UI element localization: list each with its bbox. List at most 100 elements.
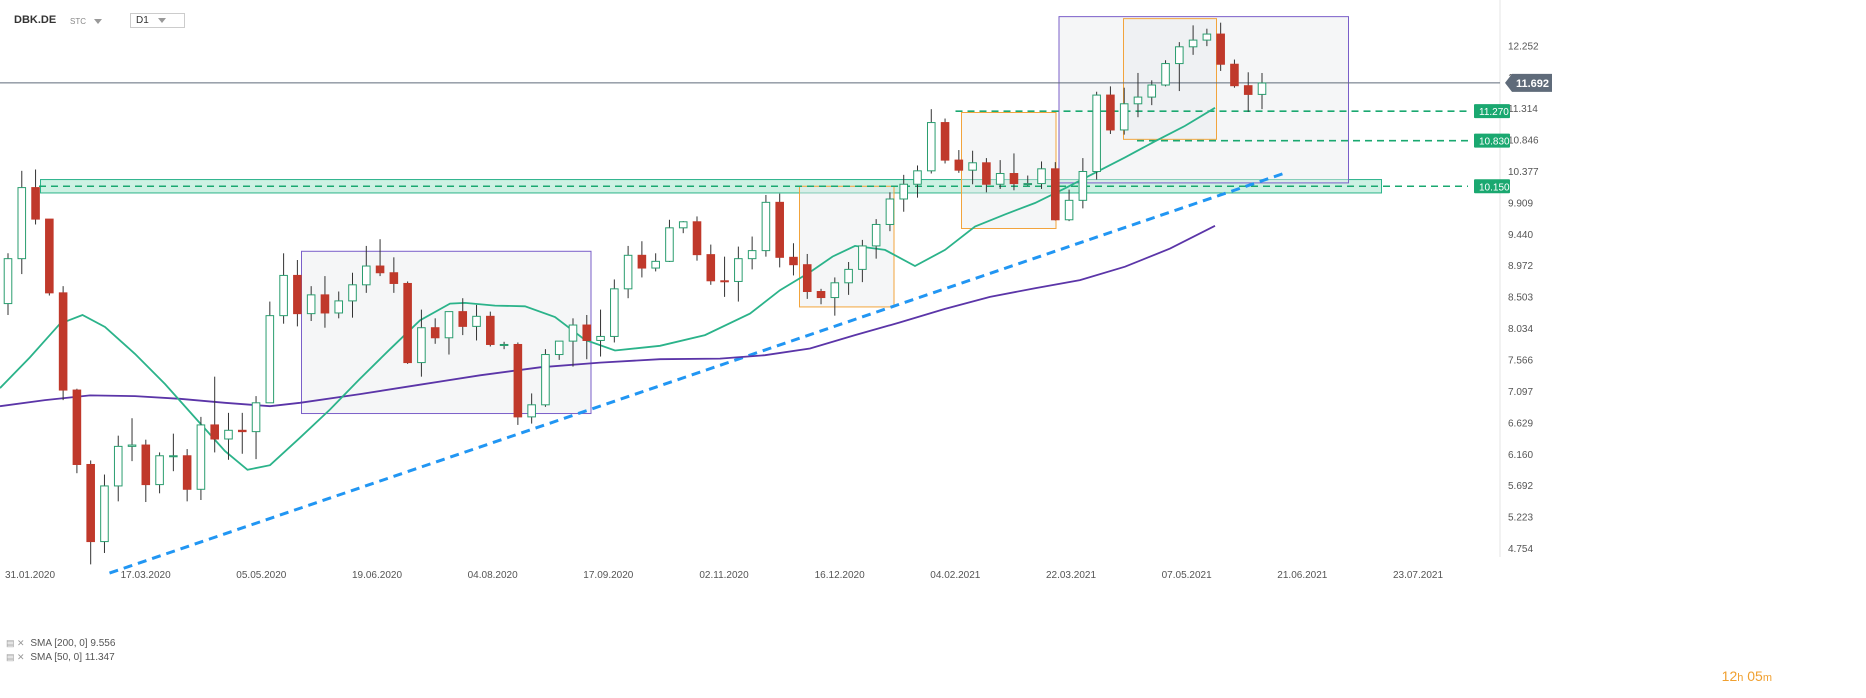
candle[interactable] [45,218,54,294]
candle[interactable] [1188,39,1198,48]
candle[interactable] [1243,85,1253,95]
candle[interactable] [1230,63,1239,87]
candle[interactable] [100,485,109,543]
candle[interactable] [692,221,702,256]
candle[interactable] [499,343,509,346]
data-source-label[interactable]: STC [70,17,103,26]
candle[interactable] [113,445,123,487]
candle[interactable] [1119,103,1129,131]
candle[interactable] [361,265,371,286]
candle[interactable] [17,187,27,260]
candle[interactable] [830,282,840,299]
candle[interactable] [926,122,936,172]
consolidation-box-orange[interactable] [1123,18,1217,140]
candle[interactable] [237,429,247,433]
ascending-trendline[interactable] [109,171,1286,575]
candle[interactable] [1023,183,1033,186]
level-badge[interactable] [1474,133,1510,148]
candle[interactable] [72,389,82,465]
candle[interactable] [1078,171,1088,201]
legend-sma200[interactable]: ▤ ✕ SMA [200, 0] 9.556 [6,638,115,649]
indicator-settings-icon[interactable]: ▤ ✕ [6,638,25,648]
candle[interactable] [1064,199,1074,221]
candle[interactable] [761,201,771,252]
candle[interactable] [858,245,867,270]
candle[interactable] [1161,63,1170,86]
candle[interactable] [1202,33,1212,41]
candle[interactable] [31,187,40,220]
candle[interactable] [182,455,192,490]
level-badge[interactable] [1474,104,1510,119]
candle[interactable] [472,315,481,327]
candle[interactable] [596,335,605,341]
candle[interactable] [1147,84,1157,98]
candle[interactable] [265,315,275,404]
candle[interactable] [734,258,743,282]
indicator-settings-icon[interactable]: ▤ ✕ [6,652,25,662]
candle[interactable] [1051,168,1060,221]
candle[interactable] [541,354,550,406]
candle[interactable] [513,343,523,418]
candle[interactable] [306,294,316,315]
candle[interactable] [458,311,468,327]
consolidation-box-orange[interactable] [799,185,895,308]
candle[interactable] [320,294,330,314]
candle[interactable] [527,404,536,418]
candle[interactable] [816,291,826,299]
candle[interactable] [127,444,137,447]
candle[interactable] [954,159,964,171]
candle[interactable] [623,254,633,290]
candle[interactable] [775,201,784,258]
candle[interactable] [982,162,991,185]
candle[interactable] [1009,173,1019,185]
last-price-badge[interactable] [1505,73,1552,92]
candle[interactable] [417,327,426,364]
candle[interactable] [1106,94,1115,131]
candle[interactable] [995,173,1005,185]
candle[interactable] [1175,46,1184,65]
candle[interactable] [348,284,357,302]
candle[interactable] [279,274,288,317]
candle[interactable] [210,424,219,440]
candle[interactable] [58,292,68,391]
candle[interactable] [1092,94,1101,173]
candle[interactable] [375,265,385,274]
candle[interactable] [444,311,454,339]
candle[interactable] [720,280,729,283]
candle[interactable] [224,429,233,440]
candle[interactable] [871,223,881,247]
candle[interactable] [582,324,592,341]
candle[interactable] [86,463,95,543]
candle[interactable] [899,183,909,200]
candle[interactable] [155,455,164,486]
candle[interactable] [554,340,564,356]
candle[interactable] [1216,33,1225,65]
candle[interactable] [802,264,812,293]
candle[interactable] [940,122,950,161]
candle[interactable] [293,274,302,315]
candle[interactable] [486,315,495,345]
candle[interactable] [1257,82,1267,95]
symbol-label[interactable]: DBK.DE [14,14,57,26]
timeframe-select[interactable]: D1 [130,13,185,28]
candle[interactable] [665,227,674,262]
candle[interactable] [968,162,977,171]
candle[interactable] [389,272,399,284]
candle[interactable] [1133,96,1143,105]
candle[interactable] [1037,168,1046,185]
candle[interactable] [334,300,344,314]
candle[interactable] [403,282,412,364]
candle[interactable] [678,221,688,229]
candle[interactable] [251,402,261,433]
candle[interactable] [747,250,757,260]
candle[interactable] [3,258,13,305]
sma-200-line[interactable] [0,224,1216,408]
candle[interactable] [196,424,206,490]
candle[interactable] [789,256,798,266]
legend-sma50[interactable]: ▤ ✕ SMA [50, 0] 11.347 [6,652,115,663]
candle[interactable] [885,198,895,225]
candle[interactable] [610,288,619,337]
candle[interactable] [637,254,647,269]
candle[interactable] [706,254,716,282]
